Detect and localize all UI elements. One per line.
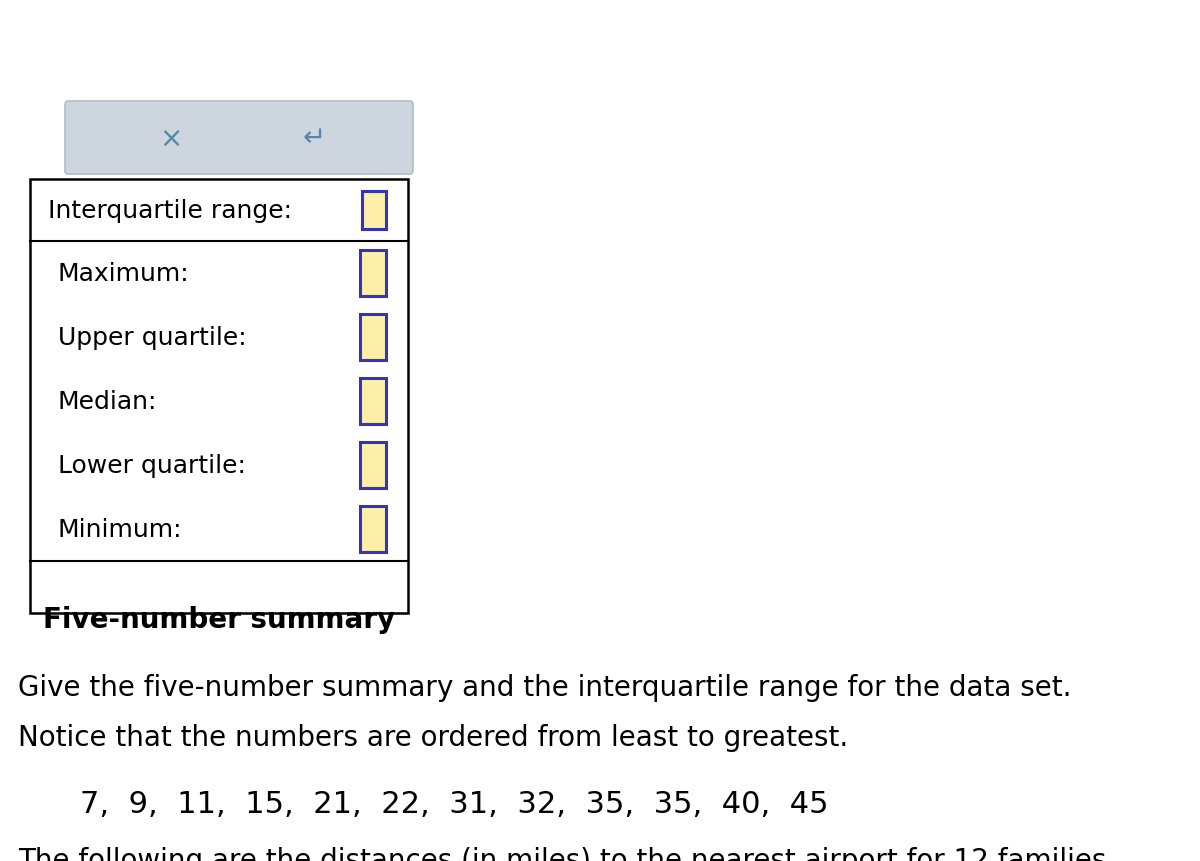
Bar (360, 314, 386, 361)
Text: Upper quartile:: Upper quartile: (58, 325, 247, 350)
Text: Five-number summary: Five-number summary (43, 605, 395, 633)
Bar (362, 192, 386, 230)
FancyBboxPatch shape (65, 102, 413, 175)
Text: Median:: Median: (58, 389, 157, 413)
Bar (360, 379, 386, 424)
Bar (30, 180, 408, 613)
Text: ×: × (158, 124, 182, 152)
Text: Interquartile range:: Interquartile range: (48, 199, 292, 223)
Bar (360, 251, 386, 297)
Text: The following are the distances (in miles) to the nearest airport for 12 familie: The following are the distances (in mile… (18, 846, 1115, 861)
Bar (360, 443, 386, 488)
Text: 7,  9,  11,  15,  21,  22,  31,  32,  35,  35,  40,  45: 7, 9, 11, 15, 21, 22, 31, 32, 35, 35, 40… (80, 789, 828, 818)
Text: Notice that the numbers are ordered from least to greatest.: Notice that the numbers are ordered from… (18, 723, 848, 751)
Text: Maximum:: Maximum: (58, 262, 190, 286)
Text: ↵: ↵ (302, 124, 326, 152)
Text: Lower quartile:: Lower quartile: (58, 454, 246, 478)
Text: Minimum:: Minimum: (58, 517, 182, 542)
Text: Give the five-number summary and the interquartile range for the data set.: Give the five-number summary and the int… (18, 673, 1072, 701)
Bar (360, 506, 386, 553)
